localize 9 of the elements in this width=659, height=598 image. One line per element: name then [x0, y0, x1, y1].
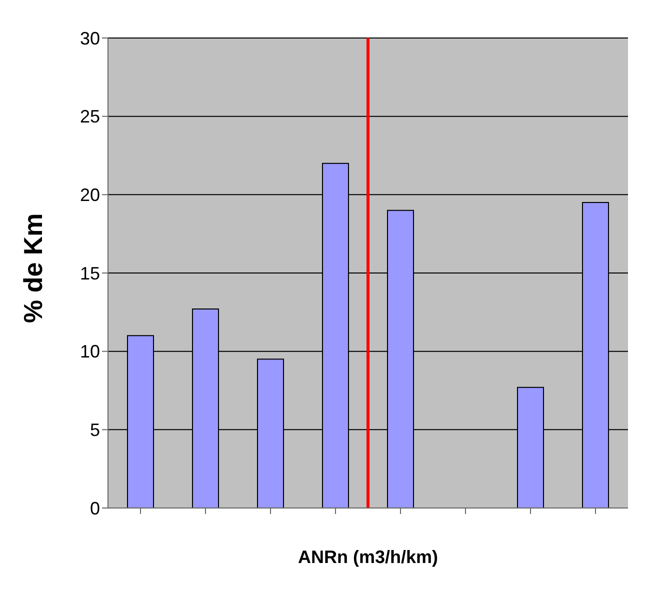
y-tick-label: 10 — [80, 342, 100, 362]
y-axis-title: % de Km — [18, 213, 48, 323]
y-tick-label: 25 — [80, 106, 100, 127]
y-tick-label: 5 — [90, 420, 100, 440]
x-axis-title: ANRn (m3/h/km) — [298, 547, 438, 567]
y-tick-label: 30 — [80, 28, 100, 48]
y-tick-label: 15 — [80, 263, 100, 284]
y-tick-label: 20 — [80, 185, 100, 206]
y-tick-label: 0 — [90, 498, 100, 518]
